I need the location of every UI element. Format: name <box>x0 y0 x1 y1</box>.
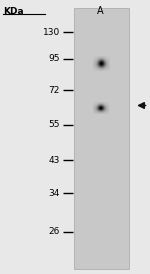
Text: 43: 43 <box>49 156 60 165</box>
Text: 55: 55 <box>48 120 60 129</box>
Text: 26: 26 <box>49 227 60 236</box>
Text: 34: 34 <box>49 189 60 198</box>
Bar <box>74 8 129 269</box>
Text: 130: 130 <box>43 28 60 37</box>
Text: KDa: KDa <box>3 7 24 16</box>
Text: A: A <box>97 6 104 16</box>
Text: 72: 72 <box>49 86 60 95</box>
Text: 95: 95 <box>48 55 60 63</box>
